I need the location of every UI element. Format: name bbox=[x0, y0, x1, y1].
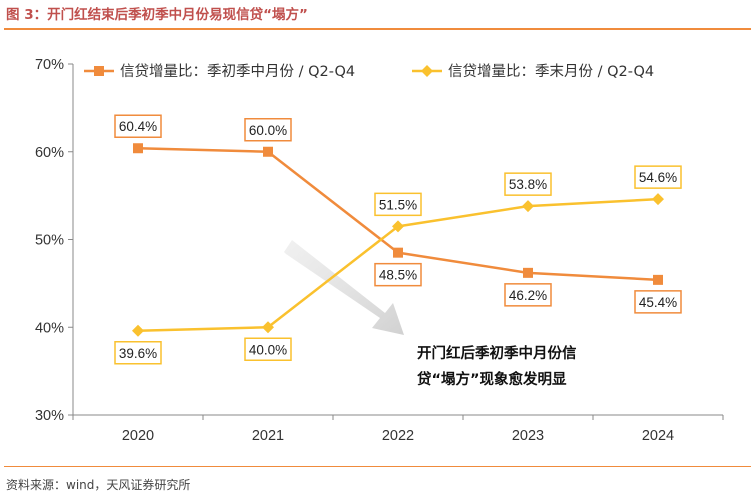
data-label-box bbox=[374, 262, 422, 287]
x-tick-label: 2022 bbox=[382, 428, 414, 444]
figure-title: 图 3：开门红结束后季初季中月份易现信贷“塌方” bbox=[6, 7, 308, 23]
legend-square-icon bbox=[94, 66, 104, 76]
x-tick-label: 2023 bbox=[512, 428, 544, 444]
data-label-box bbox=[634, 290, 682, 314]
data-label-box bbox=[244, 118, 292, 142]
data-point bbox=[523, 267, 533, 278]
data-label-box bbox=[504, 172, 552, 196]
data-point bbox=[653, 274, 663, 285]
data-label: 53.8% bbox=[509, 177, 547, 192]
data-label-box bbox=[504, 283, 552, 307]
data-point bbox=[522, 200, 534, 213]
data-label: 39.6% bbox=[119, 346, 157, 361]
data-label: 60.0% bbox=[249, 123, 287, 138]
data-label: 40.0% bbox=[249, 342, 287, 357]
y-tick-label: 40% bbox=[35, 320, 64, 336]
y-tick-label: 70% bbox=[35, 57, 64, 73]
data-label: 48.5% bbox=[379, 268, 417, 283]
legend-item-2: 信贷增量比：季末月份 / Q2-Q4 bbox=[412, 63, 654, 80]
y-tick-label: 50% bbox=[35, 233, 64, 249]
legend-label: 信贷增量比：季末月份 / Q2-Q4 bbox=[448, 63, 654, 80]
data-label: 51.5% bbox=[379, 197, 417, 212]
x-tick-label: 2020 bbox=[122, 428, 154, 444]
data-label: 45.4% bbox=[639, 295, 677, 310]
data-label-box bbox=[374, 192, 422, 217]
legend-item-1: 信贷增量比：季初季中月份 / Q2-Q4 bbox=[84, 63, 355, 80]
footer-rule bbox=[4, 466, 751, 467]
x-tick-label: 2024 bbox=[642, 428, 674, 444]
y-tick-label: 30% bbox=[35, 408, 64, 424]
data-label: 46.2% bbox=[509, 288, 547, 303]
data-point bbox=[133, 143, 143, 154]
legend-label: 信贷增量比：季初季中月份 / Q2-Q4 bbox=[120, 63, 355, 80]
source-note: 资料来源：wind，天风证券研究所 bbox=[6, 478, 191, 492]
annotation-line-2: 贷“塌方”现象愈发明显 bbox=[417, 370, 567, 388]
data-point bbox=[132, 324, 144, 337]
legend-diamond-icon bbox=[421, 65, 433, 77]
data-label-box bbox=[114, 114, 162, 138]
data-label: 54.6% bbox=[639, 170, 677, 185]
data-label-box bbox=[634, 165, 682, 189]
data-point bbox=[652, 193, 664, 206]
data-label-box bbox=[114, 341, 162, 365]
data-point bbox=[393, 247, 403, 258]
y-tick-label: 60% bbox=[35, 145, 64, 161]
data-point bbox=[262, 321, 274, 334]
trend-arrow-icon bbox=[284, 240, 404, 335]
title-rule bbox=[4, 28, 751, 30]
annotation-line-1: 开门红后季初季中月份信 bbox=[417, 344, 577, 362]
data-label: 60.4% bbox=[119, 119, 157, 134]
data-label-box bbox=[244, 337, 292, 361]
line-chart: 开门红后季初季中月份信 贷“塌方”现象愈发明显 30%40%50%60%70% … bbox=[35, 57, 724, 444]
x-tick-label: 2021 bbox=[252, 428, 284, 444]
data-point bbox=[392, 220, 404, 233]
data-point bbox=[263, 146, 273, 157]
